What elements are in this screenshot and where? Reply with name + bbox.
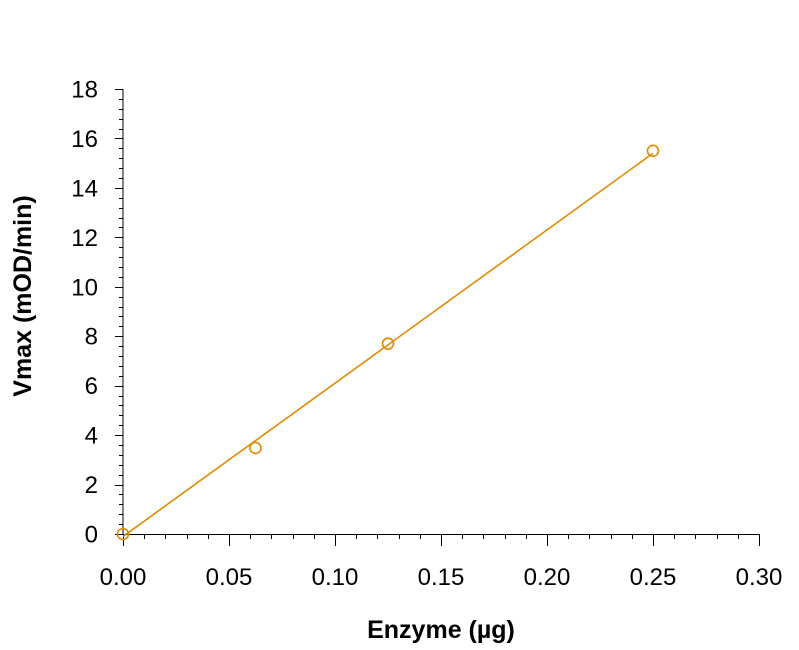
regression-line	[122, 152, 654, 538]
x-axis: 0.00 0.05 0.10 0.15 0.20 0.25 0.30	[100, 534, 783, 591]
y-tick-label: 12	[71, 225, 98, 252]
x-tick-label: 0.15	[418, 564, 465, 591]
y-tick-label: 14	[71, 175, 98, 202]
y-tick-label: 8	[85, 324, 98, 351]
x-axis-title: Enzyme (µg)	[367, 616, 515, 644]
y-axis: 0 2 4 6 8 10 12 14 16 18	[71, 77, 124, 549]
x-tick-label: 0.05	[206, 564, 253, 591]
y-tick-label: 18	[71, 77, 98, 104]
y-tick-label: 0	[85, 522, 98, 549]
y-tick-label: 2	[85, 472, 98, 499]
x-tick-label: 0.30	[736, 564, 783, 591]
x-tick-label: 0.20	[524, 564, 571, 591]
data-point	[646, 144, 660, 158]
x-tick-label: 0.10	[312, 564, 359, 591]
data-point	[381, 337, 395, 350]
data-point	[116, 527, 130, 541]
x-tick-label: 0.25	[630, 564, 677, 591]
data-points	[116, 144, 660, 541]
y-tick-label: 10	[71, 274, 98, 301]
y-tick-label: 6	[85, 373, 98, 400]
data-point	[249, 441, 262, 455]
y-tick-label: 16	[71, 126, 98, 153]
y-tick-label: 4	[85, 423, 98, 450]
x-tick-label: 0.00	[100, 564, 147, 591]
y-axis-title: Vmax (mOD/min)	[9, 195, 37, 396]
